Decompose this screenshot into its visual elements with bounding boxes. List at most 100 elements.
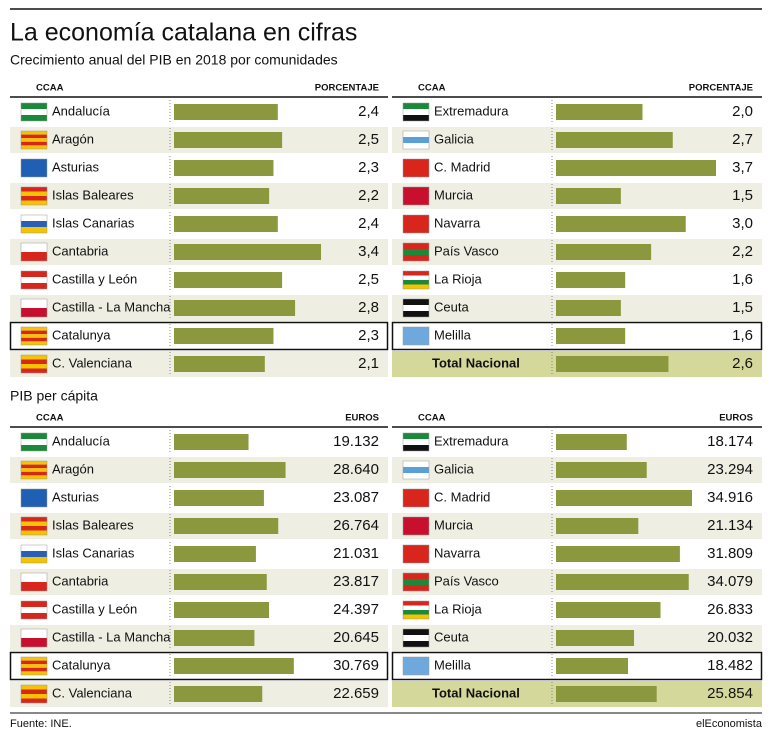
region-name: C. Valenciana	[52, 355, 133, 370]
flag-border	[20, 684, 48, 704]
flag-stripe	[403, 526, 429, 535]
bar	[556, 574, 689, 590]
bar	[174, 630, 255, 646]
flag-stripe	[21, 191, 47, 196]
flag-stripe	[403, 311, 429, 317]
flag-stripe	[403, 159, 429, 168]
flag-stripe	[21, 671, 47, 675]
flag-stripe	[403, 143, 429, 149]
flag-stripe	[403, 215, 429, 224]
value-label: 2,0	[732, 103, 753, 120]
column-header: PORCENTAJE	[689, 83, 753, 94]
flag-border	[402, 158, 430, 178]
flag-stripe	[21, 115, 47, 121]
row-highlight	[9, 651, 389, 681]
flag-border	[20, 186, 48, 206]
flag-stripe	[21, 521, 47, 526]
flag-border	[402, 326, 430, 346]
flag-stripe	[21, 109, 47, 115]
value-label: 31.809	[707, 545, 753, 562]
bar	[556, 434, 627, 450]
bar	[174, 300, 296, 316]
flag-border	[20, 326, 48, 346]
flag-stripe	[403, 666, 429, 675]
bar	[556, 518, 639, 534]
flag-border	[402, 572, 430, 592]
flag-stripe	[403, 137, 429, 143]
flag-stripe	[403, 433, 429, 439]
flag-stripe	[21, 601, 47, 607]
bar	[174, 188, 270, 204]
flag-border	[20, 214, 48, 234]
value-label: 30.769	[333, 657, 379, 674]
value-label: 21.134	[707, 517, 753, 534]
flag-stripe	[21, 664, 47, 668]
flag-stripe	[403, 299, 429, 305]
flag-border	[20, 544, 48, 564]
flag-stripe	[21, 215, 47, 221]
flag-stripe	[21, 283, 47, 289]
flag-stripe	[403, 336, 429, 345]
region-name: Islas Canarias	[52, 215, 135, 230]
flag-stripe	[21, 364, 47, 369]
value-label: 2,4	[358, 215, 379, 232]
value-label: 26.833	[707, 601, 753, 618]
flag-stripe	[403, 473, 429, 479]
value-label: 2,3	[358, 327, 379, 344]
flag-stripe	[21, 168, 47, 177]
region-name: Cantabria	[52, 573, 109, 588]
column-header: EUROS	[345, 413, 379, 424]
region-name: C. Valenciana	[52, 685, 133, 700]
bar	[174, 658, 294, 674]
bar	[174, 356, 265, 372]
flag-stripe	[21, 638, 47, 647]
bar	[556, 630, 635, 646]
flag-stripe	[403, 641, 429, 647]
region-name: País Vasco	[434, 243, 499, 258]
flag-stripe	[21, 134, 47, 139]
region-name: Asturias	[52, 159, 99, 174]
value-label: 23.817	[333, 573, 379, 590]
flag-stripe	[403, 585, 429, 591]
flag-stripe	[21, 461, 47, 465]
value-label: 2,1	[358, 355, 379, 372]
flag-border	[402, 432, 430, 452]
flag-stripe	[21, 243, 47, 252]
flag-stripe	[21, 145, 47, 149]
value-label: 28.640	[333, 461, 379, 478]
value-label: 3,4	[358, 243, 379, 260]
region-name: Castilla - La Mancha	[52, 299, 171, 314]
flag-stripe	[403, 657, 429, 666]
bar	[174, 462, 286, 478]
bar	[174, 160, 274, 176]
flag-border	[402, 460, 430, 480]
flag-stripe	[403, 498, 429, 507]
region-name: Extremadura	[434, 433, 509, 448]
region-name: Navarra	[434, 545, 481, 560]
flag-stripe	[21, 471, 47, 476]
flag-border	[20, 432, 48, 452]
title: La economía catalana en cifras	[10, 19, 357, 47]
column-header: PORCENTAJE	[315, 83, 379, 94]
bar	[174, 490, 264, 506]
region-name: Extremadura	[434, 103, 509, 118]
section-title: PIB per cápita	[10, 388, 98, 404]
flag-border	[20, 600, 48, 620]
flag-stripe	[21, 271, 47, 277]
value-label: 2,3	[358, 159, 379, 176]
source: Fuente: INE.	[10, 718, 72, 730]
value-label: 2,4	[358, 103, 379, 120]
flag-border	[20, 628, 48, 648]
value-label: 22.659	[333, 685, 379, 702]
flag-stripe	[21, 159, 47, 168]
bar	[556, 490, 692, 506]
flag-border	[402, 186, 430, 206]
flag-stripe	[21, 252, 47, 261]
bar	[174, 244, 322, 260]
value-label: 23.087	[333, 489, 379, 506]
value-label: 3,0	[732, 215, 753, 232]
value-label: 2,5	[358, 131, 379, 148]
region-name: Melilla	[434, 327, 472, 342]
region-name: Navarra	[434, 215, 481, 230]
